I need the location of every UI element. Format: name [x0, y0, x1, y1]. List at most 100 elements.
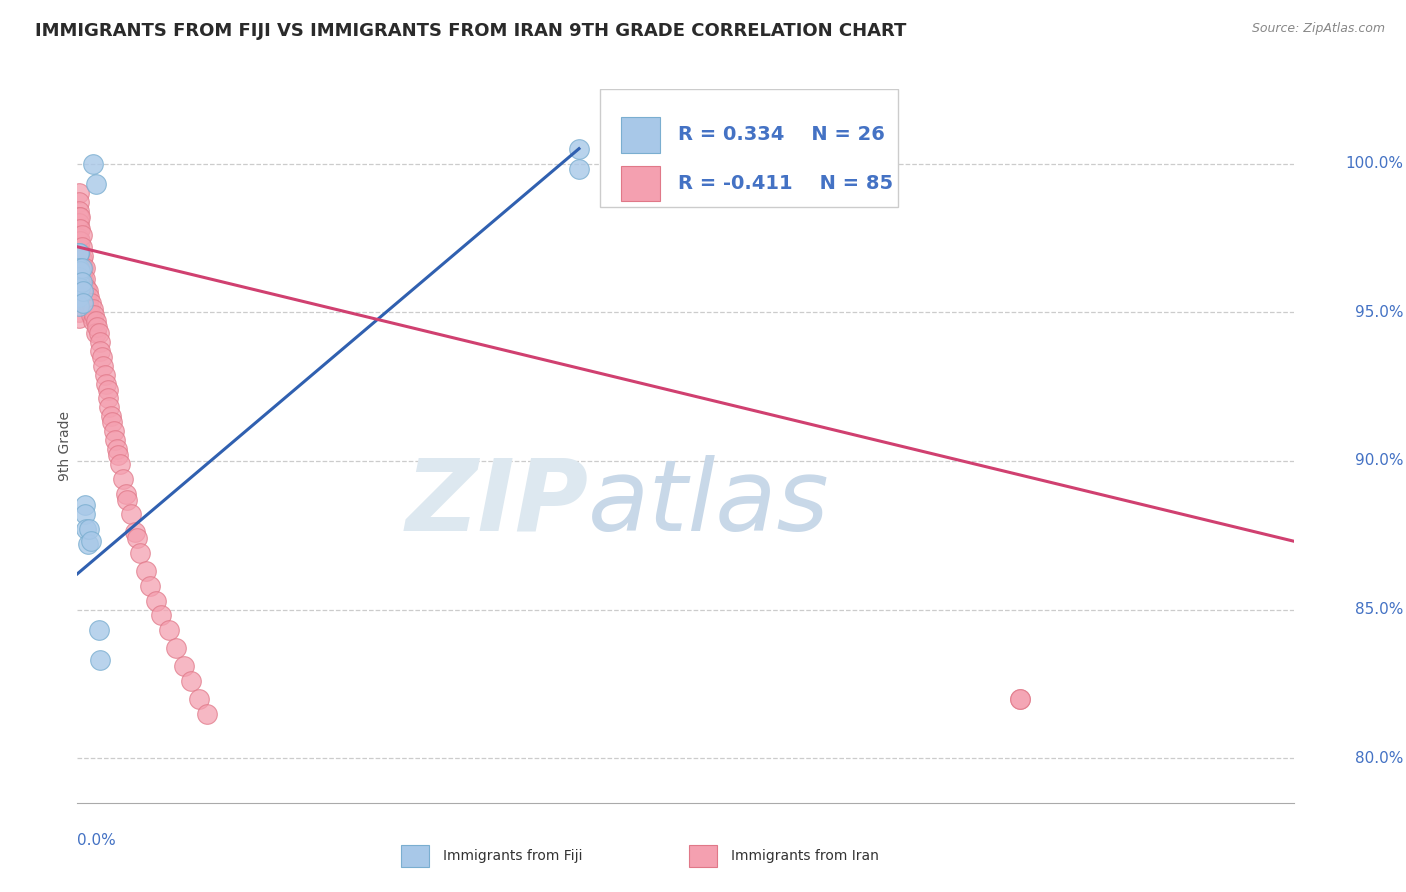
Point	[67, 299, 90, 313]
Point	[67, 258, 90, 272]
Point	[82, 302, 104, 317]
Point	[93, 368, 115, 382]
Point	[69, 210, 91, 224]
Point	[67, 204, 90, 219]
Point	[67, 276, 90, 290]
Point	[97, 392, 120, 406]
Point	[72, 260, 94, 275]
Text: R = -0.411    N = 85: R = -0.411 N = 85	[678, 174, 893, 193]
Point	[125, 531, 148, 545]
Point	[96, 376, 118, 391]
Point	[72, 249, 94, 263]
Point	[1008, 691, 1031, 706]
Point	[79, 290, 101, 304]
Point	[97, 383, 120, 397]
Point	[67, 245, 90, 260]
Point	[103, 424, 125, 438]
Point	[73, 260, 96, 275]
Point	[70, 227, 93, 242]
Point	[69, 222, 91, 236]
Point	[67, 216, 90, 230]
Point	[67, 245, 90, 260]
Point	[87, 624, 110, 638]
Point	[82, 156, 104, 170]
Point	[120, 508, 142, 522]
Point	[73, 499, 96, 513]
Point	[67, 287, 90, 301]
Text: 95.0%: 95.0%	[1355, 305, 1403, 319]
Text: 0.0%: 0.0%	[77, 832, 117, 847]
Point	[70, 276, 93, 290]
Point	[89, 653, 111, 667]
Point	[149, 608, 172, 623]
Point	[568, 142, 591, 156]
Point	[67, 311, 90, 326]
Point	[69, 245, 91, 260]
Point	[73, 285, 96, 299]
Point	[67, 276, 90, 290]
Point	[86, 320, 108, 334]
Point	[124, 525, 146, 540]
Point	[157, 624, 180, 638]
Point	[67, 222, 90, 236]
Point	[69, 281, 91, 295]
Point	[69, 263, 91, 277]
Point	[79, 522, 101, 536]
Y-axis label: 9th Grade: 9th Grade	[58, 411, 72, 481]
Point	[77, 296, 100, 310]
Point	[67, 240, 90, 254]
Point	[173, 659, 195, 673]
Point	[67, 299, 90, 313]
Point	[67, 252, 90, 266]
Point	[165, 641, 187, 656]
Point	[117, 492, 139, 507]
Point	[77, 285, 100, 299]
Text: Immigrants from Iran: Immigrants from Iran	[731, 849, 879, 863]
Point	[82, 314, 104, 328]
Point	[79, 302, 101, 317]
Point	[70, 260, 93, 275]
Point	[67, 290, 90, 304]
Point	[80, 534, 103, 549]
FancyBboxPatch shape	[621, 166, 659, 202]
Point	[72, 285, 94, 299]
Point	[139, 579, 162, 593]
Point	[72, 296, 94, 310]
Point	[98, 401, 121, 415]
Text: ZIP: ZIP	[405, 455, 588, 551]
Text: Source: ZipAtlas.com: Source: ZipAtlas.com	[1251, 22, 1385, 36]
Point	[69, 234, 91, 248]
Point	[83, 308, 105, 322]
Point	[108, 457, 131, 471]
Point	[67, 305, 90, 319]
Point	[115, 486, 138, 500]
Point	[84, 178, 107, 192]
Text: 90.0%: 90.0%	[1355, 453, 1403, 468]
Text: IMMIGRANTS FROM FIJI VS IMMIGRANTS FROM IRAN 9TH GRADE CORRELATION CHART: IMMIGRANTS FROM FIJI VS IMMIGRANTS FROM …	[35, 22, 907, 40]
Point	[107, 448, 129, 462]
Point	[67, 281, 90, 295]
Point	[568, 162, 591, 177]
Point	[73, 296, 96, 310]
Point	[70, 240, 93, 254]
Text: 80.0%: 80.0%	[1355, 751, 1403, 765]
Point	[75, 281, 97, 295]
Point	[73, 508, 96, 522]
Point	[135, 564, 157, 578]
Point	[84, 326, 107, 340]
Point	[67, 269, 90, 284]
Point	[145, 593, 167, 607]
Point	[67, 263, 90, 277]
Point	[67, 269, 90, 284]
Point	[67, 293, 90, 308]
Point	[89, 343, 111, 358]
Point	[100, 409, 122, 424]
Point	[73, 272, 96, 286]
Point	[67, 195, 90, 210]
Point	[90, 350, 112, 364]
Point	[77, 537, 100, 551]
Text: 100.0%: 100.0%	[1346, 156, 1403, 171]
Point	[75, 522, 97, 536]
Point	[111, 472, 134, 486]
Point	[87, 326, 110, 340]
